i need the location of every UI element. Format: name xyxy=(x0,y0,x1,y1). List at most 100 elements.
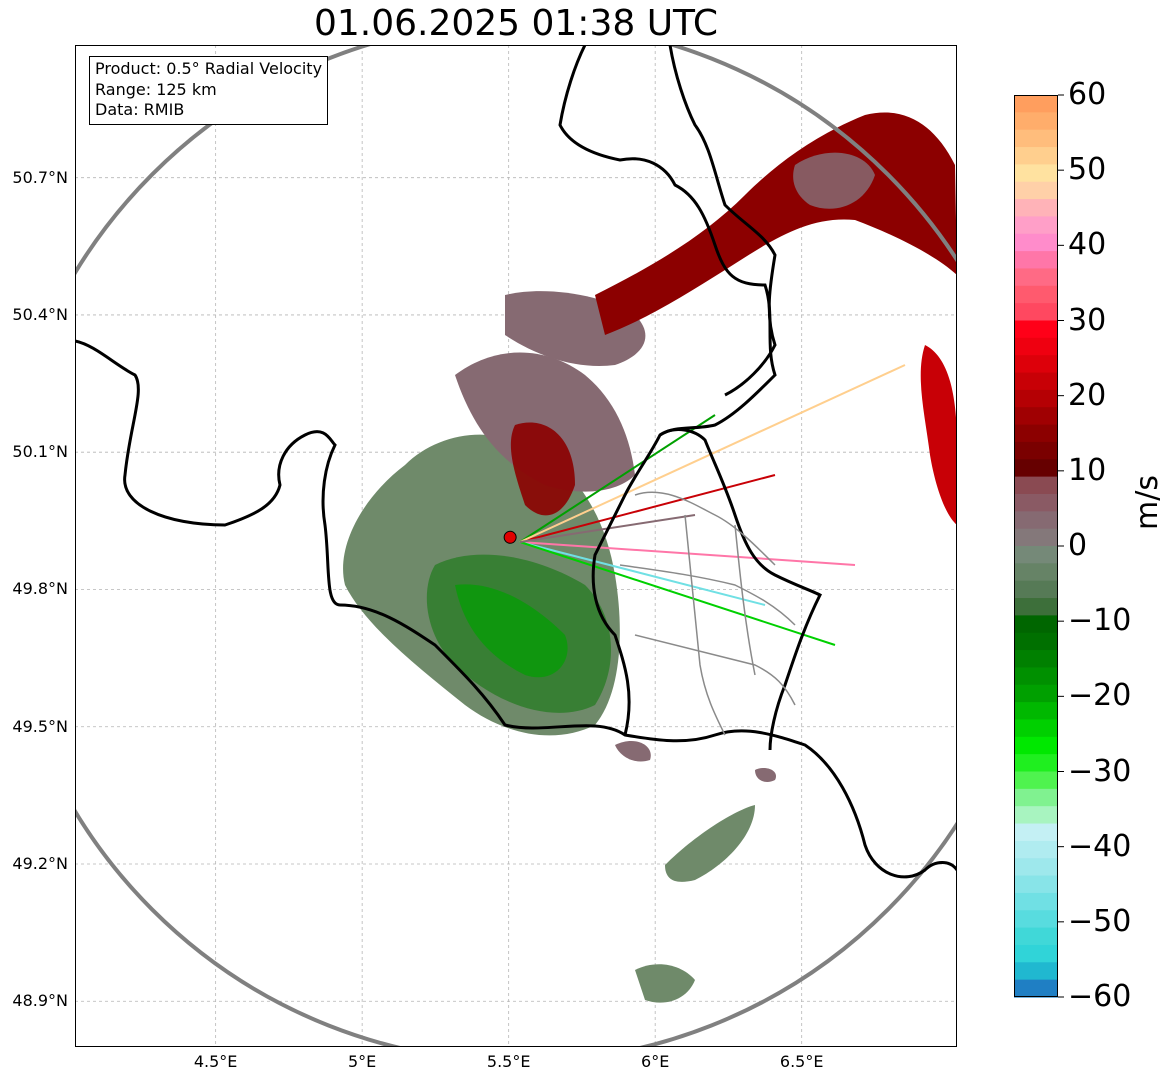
colorbar-tick-label: −10 xyxy=(1068,603,1132,639)
lat-tick-label: 50.1°N xyxy=(12,442,68,462)
belgium-luxembourg-border xyxy=(558,45,777,736)
colorbar-segment xyxy=(1014,303,1058,322)
colorbar-segment xyxy=(1014,632,1058,651)
colorbar-segment xyxy=(1014,875,1058,894)
map-frame-border xyxy=(75,45,957,1047)
colorbar-tick-label: 20 xyxy=(1068,377,1107,413)
colorbar-segment xyxy=(1014,129,1058,148)
lat-tick-label: 49.5°N xyxy=(12,716,68,736)
echo-grey-north xyxy=(455,352,635,492)
colorbar-segment xyxy=(1014,823,1058,842)
colorbar-segment xyxy=(1014,355,1058,374)
district-borders xyxy=(619,491,796,736)
colorbar-segment xyxy=(1014,580,1058,599)
belgium-germany-border xyxy=(668,45,777,397)
info-box: Product: 0.5° Radial Velocity Range: 125… xyxy=(89,56,329,125)
lon-tick-label: 5°E xyxy=(348,1052,377,1071)
colorbar-segment xyxy=(1014,164,1058,183)
echo-patch-south xyxy=(635,964,695,1003)
colorbar-segment xyxy=(1014,337,1058,356)
colorbar-tick-label: 0 xyxy=(1068,528,1088,563)
lat-tick-label: 50.7°N xyxy=(12,167,68,187)
info-source: Data: RMIB xyxy=(95,100,185,119)
colorbar-tick-label: −60 xyxy=(1068,979,1132,1014)
radar-site-marker[interactable] xyxy=(503,530,517,544)
colorbar-segment xyxy=(1014,285,1058,304)
lat-tick-label: 49.8°N xyxy=(12,579,68,599)
colorbar-segment xyxy=(1014,268,1058,287)
echo-grey-ne xyxy=(793,152,875,209)
colorbar-segment xyxy=(1014,771,1058,790)
colorbar-segment xyxy=(1014,112,1058,131)
lat-tick-label: 48.9°N xyxy=(12,991,68,1011)
colorbar-segment xyxy=(1014,598,1058,616)
info-range: Range: 125 km xyxy=(95,79,217,99)
colorbar-segment xyxy=(1014,979,1058,998)
echo-patch-small xyxy=(755,768,776,782)
colorbar xyxy=(1014,94,1064,998)
colorbar-segment xyxy=(1014,181,1058,200)
colorbar-segment xyxy=(1014,251,1058,270)
belgium-france-border xyxy=(75,339,957,879)
colorbar-segment xyxy=(1014,476,1058,495)
colorbar-segment xyxy=(1014,667,1058,686)
echo-red-east xyxy=(920,345,957,525)
lon-tick-label: 4.5°E xyxy=(193,1052,238,1071)
colorbar-segment xyxy=(1014,892,1058,911)
colorbar-segment xyxy=(1014,199,1058,218)
colorbar-segment xyxy=(1014,840,1058,859)
radar-map-canvas xyxy=(75,45,957,1047)
colorbar-tick-label: 60 xyxy=(1068,77,1107,112)
colorbar-segment xyxy=(1014,147,1058,165)
echo-red-north xyxy=(510,422,575,516)
colorbar-segment xyxy=(1014,95,1058,113)
country-borders xyxy=(75,45,957,879)
echo-green-strong xyxy=(455,584,568,678)
lat-tick-label: 49.2°N xyxy=(12,853,68,873)
luxembourg-germany-border xyxy=(659,428,823,751)
info-product: Product: 0.5° Radial Velocity xyxy=(95,59,323,78)
colorbar-segment xyxy=(1014,650,1058,669)
echo-patch-se xyxy=(665,805,755,882)
colorbar-tick-label: −40 xyxy=(1068,828,1132,864)
colorbar-segment xyxy=(1014,216,1058,235)
colorbar-segment xyxy=(1014,788,1058,807)
lon-tick-label: 6.5°E xyxy=(779,1052,824,1071)
colorbar-segment xyxy=(1014,754,1058,773)
colorbar-segment xyxy=(1014,944,1058,963)
colorbar-segment xyxy=(1014,407,1058,426)
lon-tick-label: 6°E xyxy=(641,1052,670,1071)
colorbar-segment xyxy=(1014,493,1058,512)
velocity-echoes xyxy=(343,112,957,1003)
colorbar-segment xyxy=(1014,858,1058,877)
lat-tick-label: 50.4°N xyxy=(12,304,68,324)
colorbar-segment xyxy=(1014,511,1058,530)
colorbar-segment xyxy=(1014,372,1058,391)
colorbar-tick-label: 30 xyxy=(1068,302,1107,338)
colorbar-segment xyxy=(1014,962,1058,981)
echo-patch-small-2 xyxy=(615,740,651,762)
colorbar-segment xyxy=(1014,459,1058,478)
lon-tick-label: 5.5°E xyxy=(486,1052,531,1071)
colorbar-segment xyxy=(1014,528,1058,547)
colorbar-segment xyxy=(1014,546,1058,564)
colorbar-segment xyxy=(1014,389,1058,408)
radar-map[interactable] xyxy=(75,45,957,1047)
colorbar-label: m/s xyxy=(1130,475,1165,530)
colorbar-segment xyxy=(1014,320,1058,339)
colorbar-segment xyxy=(1014,563,1058,582)
colorbar-segment xyxy=(1014,702,1058,721)
colorbar-tick-label: −30 xyxy=(1068,753,1132,789)
velocity-streaks xyxy=(519,364,906,646)
colorbar-tick-label: −50 xyxy=(1068,903,1132,939)
colorbar-segment xyxy=(1014,927,1058,946)
colorbar-segment xyxy=(1014,736,1058,755)
colorbar-tick-label: 40 xyxy=(1068,227,1107,263)
colorbar-segment xyxy=(1014,684,1058,703)
colorbar-segment xyxy=(1014,719,1058,738)
map-title: 01.06.2025 01:38 UTC xyxy=(313,3,719,44)
colorbar-tick-label: 50 xyxy=(1068,152,1107,188)
colorbar-segment xyxy=(1014,441,1058,460)
colorbar-segment xyxy=(1014,910,1058,929)
colorbar-segment xyxy=(1014,615,1058,634)
